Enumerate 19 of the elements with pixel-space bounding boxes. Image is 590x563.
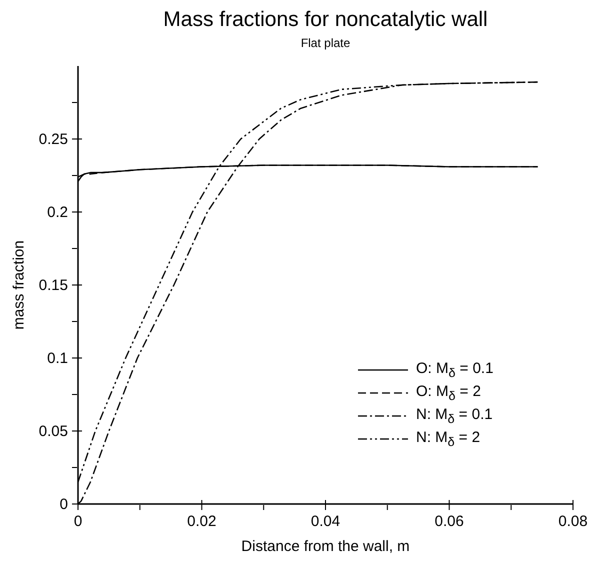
y-tick-label: 0.05	[38, 423, 68, 440]
x-tick-label: 0.04	[310, 513, 340, 530]
legend-label: O: M$_{δ}$ = 2	[416, 382, 481, 402]
x-axis-title: Distance from the wall, m	[241, 538, 410, 555]
chart-title: Mass fractions for noncatalytic wall	[162, 8, 489, 32]
y-tick-label: 0.2	[47, 204, 68, 221]
x-tick-label: 0	[74, 513, 82, 530]
legend-label: O: M$_{δ}$ = 0.1	[416, 360, 494, 380]
y-tick-label: 0.1	[47, 350, 68, 367]
chart-subtitle: Flat plate	[300, 36, 352, 50]
y-axis-title: mass fraction	[10, 240, 28, 330]
x-tick-label: 0.02	[187, 513, 216, 530]
y-tick-label: 0.15	[38, 277, 68, 294]
y-tick-label: 0.25	[38, 131, 68, 148]
x-tick-label: 0.06	[434, 513, 464, 530]
x-tick-label: 0.08	[558, 513, 588, 530]
legend-label: N: M$_{δ}$ = 0.1	[416, 406, 493, 426]
legend-label: N: M$_{δ}$ = 2	[416, 428, 480, 448]
y-tick-label: 0	[60, 496, 68, 513]
